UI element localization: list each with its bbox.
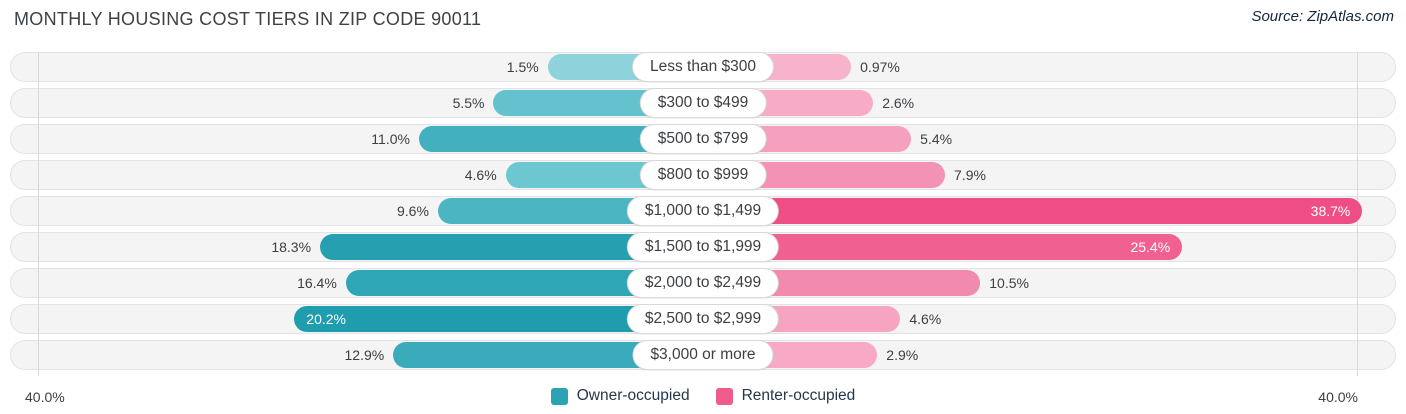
owner-value-label: 16.4% <box>297 275 337 291</box>
owner-value-label: 12.9% <box>344 347 385 363</box>
renter-value-label: 7.9% <box>954 167 986 183</box>
category-pill-label: $1,500 to $1,999 <box>626 232 780 262</box>
chart-row: 16.4% 10.5% $2,000 to $2,499 <box>10 268 1396 298</box>
chart-legend: Owner-occupied Renter-occupied <box>0 387 1406 405</box>
owner-value-label: 9.6% <box>397 203 429 219</box>
chart-row: 20.2% 4.6% $2,500 to $2,999 <box>10 304 1396 334</box>
renter-value-label: 2.6% <box>882 95 915 111</box>
renter-bar <box>703 234 1183 260</box>
category-pill-label: $800 to $999 <box>639 160 767 190</box>
chart-row: 5.5% 2.6% $300 to $499 <box>10 88 1396 118</box>
source-link[interactable]: Source: ZipAtlas.com <box>1251 8 1394 25</box>
category-pill-label: Less than $300 <box>631 52 775 82</box>
chart-row: 12.9% 2.9% $3,000 or more <box>10 340 1396 370</box>
renter-legend-swatch <box>715 387 733 405</box>
owner-value-label: 11.0% <box>371 131 410 147</box>
category-pill-label: $2,500 to $2,999 <box>626 304 780 334</box>
category-pill-label: $300 to $499 <box>639 88 767 118</box>
owner-value-label: 4.6% <box>464 167 497 183</box>
category-pill-label: $2,000 to $2,499 <box>626 268 780 298</box>
owner-value-label: 1.5% <box>506 59 539 75</box>
category-pill-label: $1,000 to $1,499 <box>626 196 780 226</box>
chart-row: 9.6% 38.7% $1,000 to $1,499 <box>10 196 1396 226</box>
owner-value-label: 5.5% <box>452 95 485 111</box>
renter-value-label: 4.6% <box>909 311 942 327</box>
renter-legend-label: Renter-occupied <box>741 387 856 404</box>
renter-value-label: 25.4% <box>1130 239 1171 255</box>
category-pill-label: $500 to $799 <box>639 124 767 154</box>
renter-bar <box>703 198 1363 224</box>
owner-value-label: 20.2% <box>306 311 346 327</box>
chart-row: 1.5% 0.97% Less than $300 <box>10 52 1396 82</box>
renter-value-label: 38.7% <box>1310 203 1351 219</box>
chart-rows: 1.5% 0.97% Less than $300 5.5% 2.6% $300 to $… <box>10 52 1396 370</box>
renter-value-label: 5.4% <box>920 131 953 147</box>
chart-plot-area: 1.5% 0.97% Less than $300 5.5% 2.6% $300 to $… <box>10 52 1396 376</box>
renter-value-label: 2.9% <box>886 347 919 363</box>
owner-legend-swatch <box>550 387 568 405</box>
chart-title: MONTHLY HOUSING COST TIERS IN ZIP CODE 9… <box>14 9 482 29</box>
chart-row: 18.3% 25.4% $1,500 to $1,999 <box>10 232 1396 262</box>
legend-item-owner: Owner-occupied <box>550 387 690 405</box>
owner-value-label: 18.3% <box>271 239 312 255</box>
left-axis-gridline <box>38 52 39 376</box>
left-axis-max-label: 40.0% <box>25 389 65 405</box>
category-pill-label: $3,000 or more <box>632 340 774 370</box>
chart-row: 11.0% 5.4% $500 to $799 <box>10 124 1396 154</box>
chart-row: 4.6% 7.9% $800 to $999 <box>10 160 1396 190</box>
owner-legend-label: Owner-occupied <box>576 387 690 404</box>
legend-item-renter: Renter-occupied <box>715 387 856 405</box>
renter-value-label: 10.5% <box>989 275 1029 291</box>
right-axis-max-label: 40.0% <box>1318 389 1358 405</box>
renter-value-label: 0.97% <box>860 59 900 75</box>
